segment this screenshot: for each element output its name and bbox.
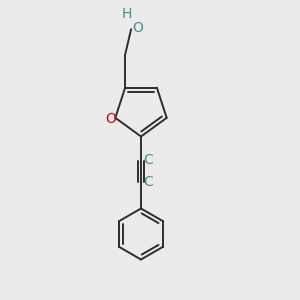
Text: C: C — [144, 153, 153, 166]
Text: O: O — [132, 21, 143, 35]
Text: C: C — [144, 176, 153, 189]
Text: H: H — [121, 8, 131, 22]
Text: O: O — [105, 112, 116, 126]
